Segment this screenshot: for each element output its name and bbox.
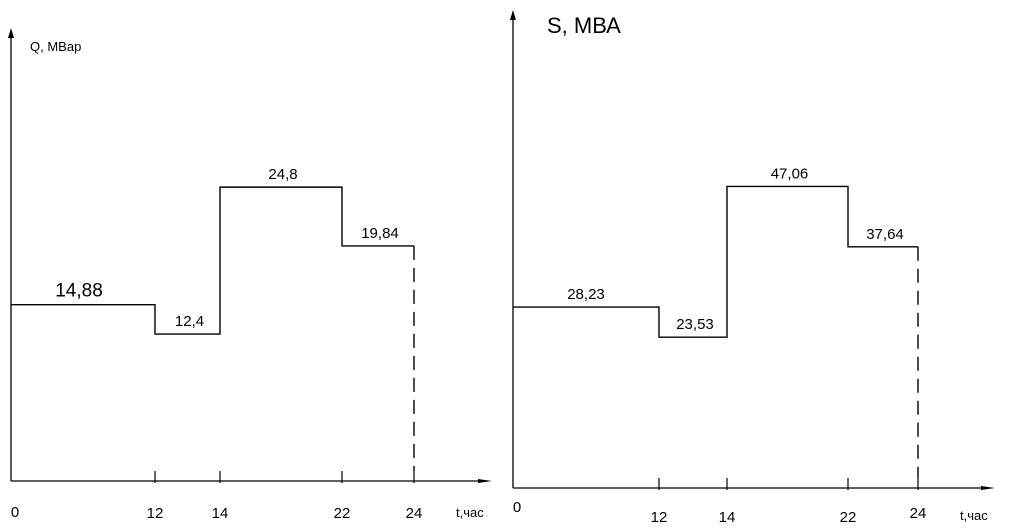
segment-value-label: 24,8	[268, 166, 297, 183]
y-axis-label: S, МВА	[547, 13, 621, 38]
x-tick-label: 12	[651, 509, 668, 526]
x-tick-label: 14	[212, 505, 229, 522]
segment-value-label: 23,53	[676, 316, 714, 333]
x-axis-arrow	[478, 479, 492, 483]
y-axis-label: Q, МВар	[30, 39, 81, 54]
step-series-line	[11, 187, 414, 334]
segment-value-label: 28,23	[567, 286, 605, 303]
x-axis-arrow	[981, 486, 995, 490]
y-axis-arrow	[8, 28, 14, 38]
segment-value-label: 12,4	[175, 313, 204, 330]
y-axis-arrow	[510, 10, 516, 20]
x-axis-label: t,час	[960, 508, 988, 523]
x-tick-label: 0	[513, 499, 521, 516]
x-tick-label: 14	[719, 509, 736, 526]
x-tick-label: 0	[11, 504, 19, 521]
segment-value-label: 47,06	[771, 165, 809, 182]
step-series-line	[513, 186, 918, 337]
segment-value-label: 19,84	[361, 225, 399, 242]
x-tick-label: 24	[406, 505, 423, 522]
segment-value-label: 14,88	[55, 281, 103, 302]
x-tick-label: 22	[334, 505, 351, 522]
x-axis-label: t,час	[456, 505, 484, 520]
x-tick-label: 24	[910, 505, 927, 522]
x-tick-label: 22	[840, 509, 857, 526]
x-tick-label: 12	[147, 505, 164, 522]
segment-value-label: 37,64	[866, 226, 904, 243]
